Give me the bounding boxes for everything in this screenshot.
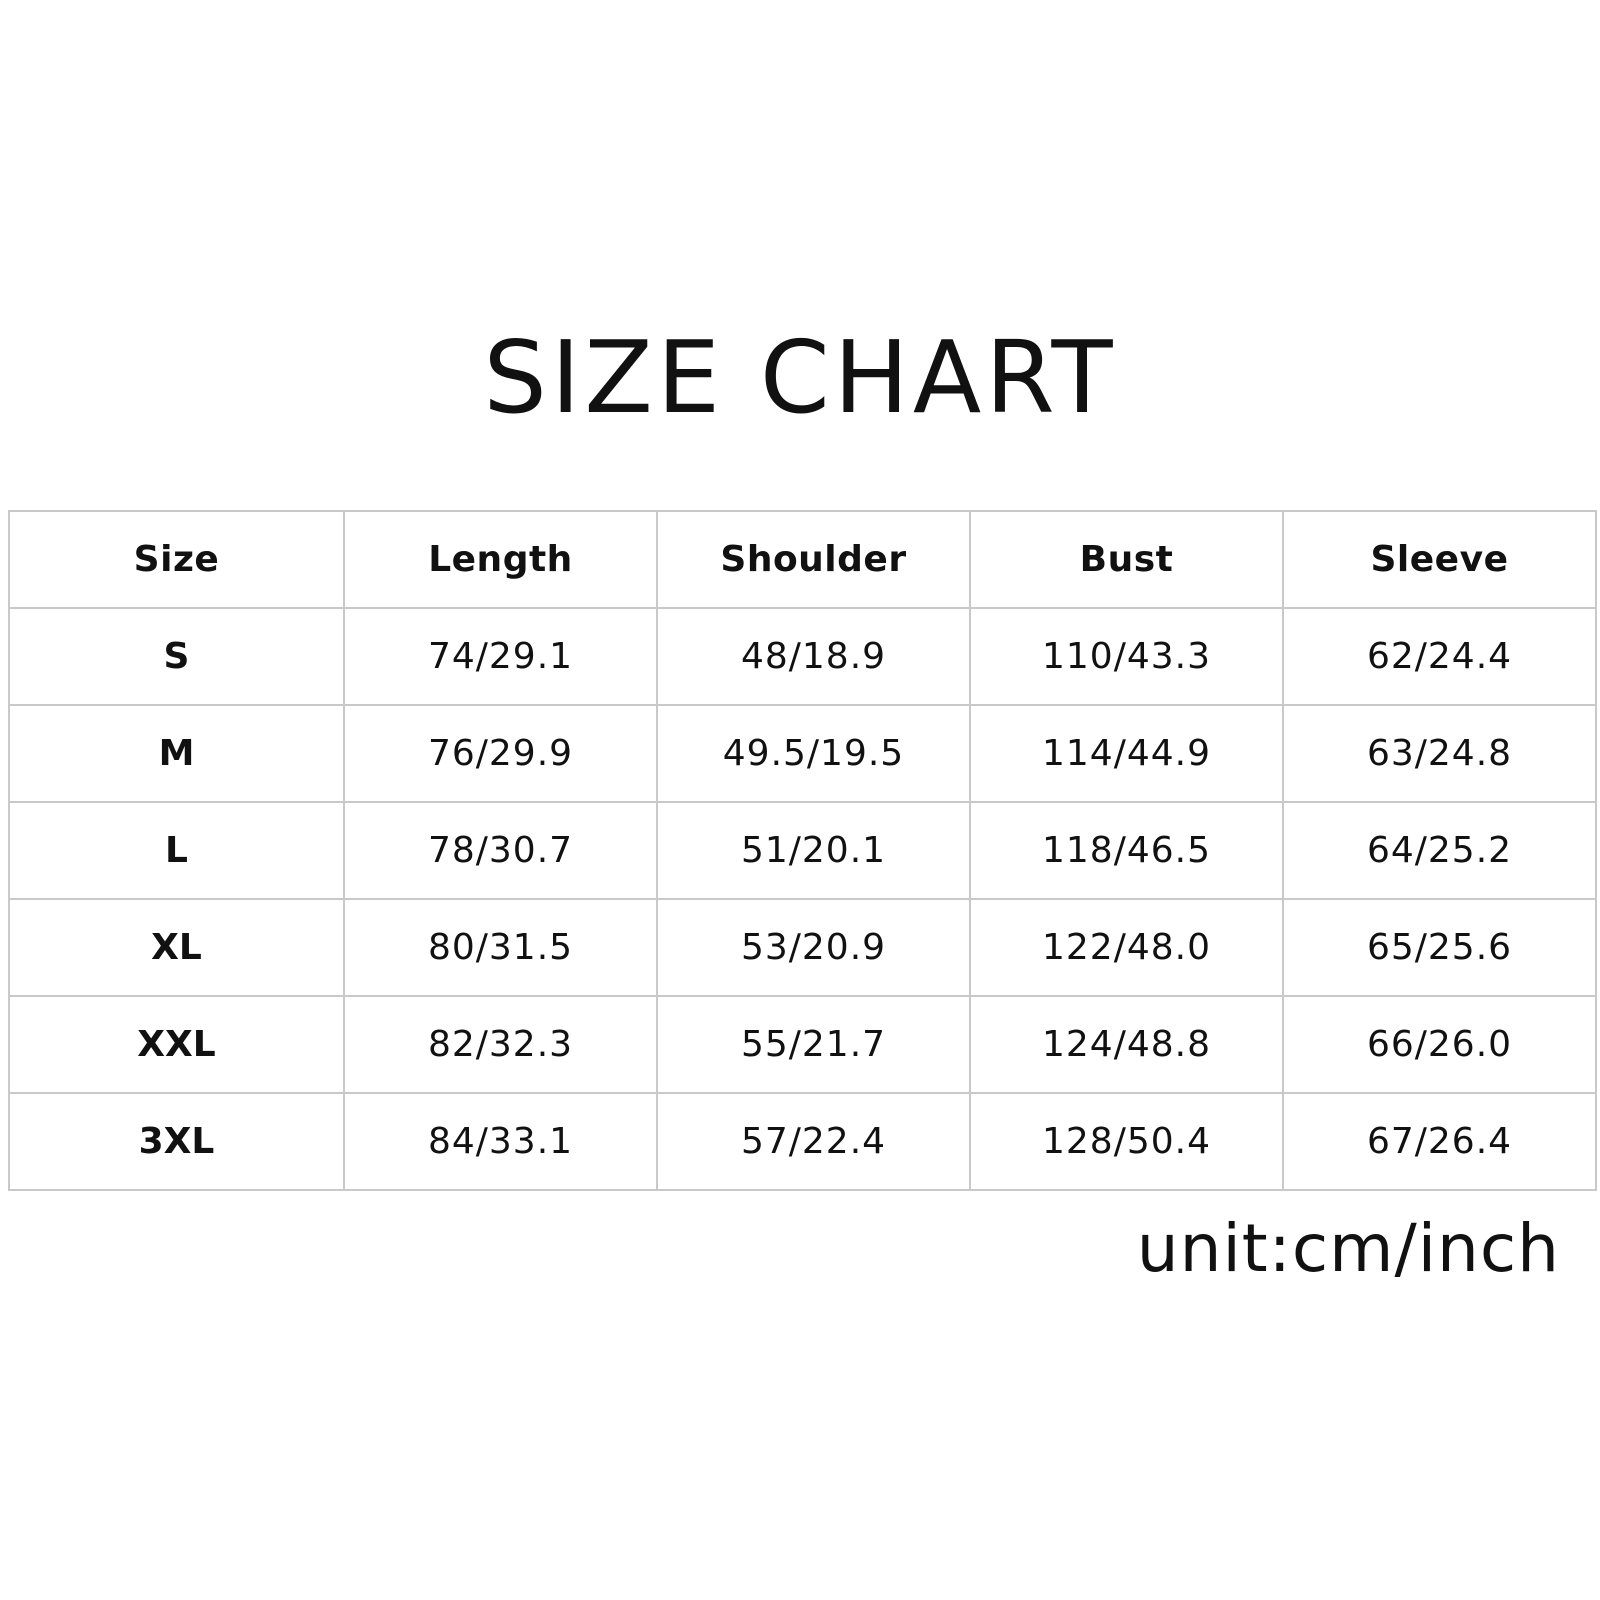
length-cell: 78/30.7 — [343, 801, 658, 900]
table-row: S 74/29.1 48/18.9 110/43.3 62/24.4 — [8, 607, 1597, 706]
sleeve-cell: 64/25.2 — [1282, 801, 1597, 900]
header-shoulder: Shoulder — [656, 510, 971, 609]
header-size: Size — [8, 510, 345, 609]
bust-cell: 122/48.0 — [969, 898, 1284, 997]
shoulder-cell: 57/22.4 — [656, 1092, 971, 1191]
table-row: XL 80/31.5 53/20.9 122/48.0 65/25.6 — [8, 898, 1597, 997]
sleeve-cell: 67/26.4 — [1282, 1092, 1597, 1191]
header-length: Length — [343, 510, 658, 609]
size-cell: S — [8, 607, 345, 706]
bust-cell: 114/44.9 — [969, 704, 1284, 803]
table-row: M 76/29.9 49.5/19.5 114/44.9 63/24.8 — [8, 704, 1597, 803]
shoulder-cell: 53/20.9 — [656, 898, 971, 997]
shoulder-cell: 49.5/19.5 — [656, 704, 971, 803]
header-bust: Bust — [969, 510, 1284, 609]
length-cell: 80/31.5 — [343, 898, 658, 997]
shoulder-cell: 48/18.9 — [656, 607, 971, 706]
table-row: 3XL 84/33.1 57/22.4 128/50.4 67/26.4 — [8, 1092, 1597, 1191]
length-cell: 76/29.9 — [343, 704, 658, 803]
table-row: XXL 82/32.3 55/21.7 124/48.8 66/26.0 — [8, 995, 1597, 1094]
sleeve-cell: 66/26.0 — [1282, 995, 1597, 1094]
bust-cell: 128/50.4 — [969, 1092, 1284, 1191]
length-cell: 74/29.1 — [343, 607, 658, 706]
shoulder-cell: 55/21.7 — [656, 995, 971, 1094]
size-cell: 3XL — [8, 1092, 345, 1191]
length-cell: 82/32.3 — [343, 995, 658, 1094]
sleeve-cell: 65/25.6 — [1282, 898, 1597, 997]
size-chart-table: Size Length Shoulder Bust Sleeve S 74/29… — [8, 510, 1597, 1191]
size-cell: XL — [8, 898, 345, 997]
size-cell: M — [8, 704, 345, 803]
shoulder-cell: 51/20.1 — [656, 801, 971, 900]
sleeve-cell: 62/24.4 — [1282, 607, 1597, 706]
page-title: SIZE CHART — [483, 319, 1117, 436]
header-sleeve: Sleeve — [1282, 510, 1597, 609]
unit-note: unit:cm/inch — [1136, 1210, 1560, 1287]
table-header-row: Size Length Shoulder Bust Sleeve — [8, 510, 1597, 609]
table-row: L 78/30.7 51/20.1 118/46.5 64/25.2 — [8, 801, 1597, 900]
bust-cell: 110/43.3 — [969, 607, 1284, 706]
length-cell: 84/33.1 — [343, 1092, 658, 1191]
size-cell: L — [8, 801, 345, 900]
sleeve-cell: 63/24.8 — [1282, 704, 1597, 803]
size-cell: XXL — [8, 995, 345, 1094]
bust-cell: 118/46.5 — [969, 801, 1284, 900]
bust-cell: 124/48.8 — [969, 995, 1284, 1094]
